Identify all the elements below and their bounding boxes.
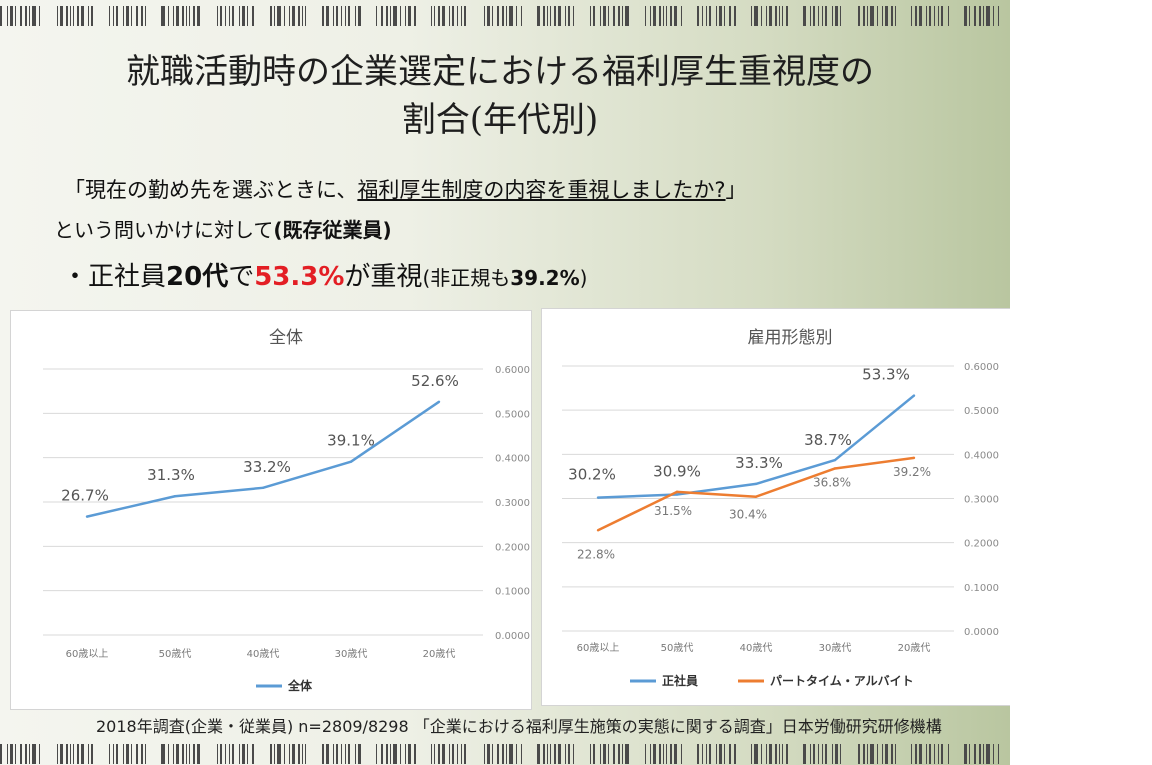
- question-line2-bold: (既存従業員): [273, 218, 392, 242]
- y-tick-label: 0.3000: [495, 498, 530, 509]
- y-tick-label: 0.4000: [495, 454, 530, 465]
- data-label: 33.3%: [735, 454, 783, 472]
- y-tick-label: 0.2000: [964, 539, 999, 550]
- question-line2-text: という問いかけに対して: [54, 218, 274, 242]
- bullet-age: 20代: [166, 262, 229, 292]
- data-label: 39.1%: [327, 432, 375, 450]
- x-category-label: 40歳代: [247, 648, 280, 660]
- legend-label: 正社員: [662, 673, 698, 688]
- data-point: [261, 486, 265, 490]
- y-tick-label: 0.5000: [964, 406, 999, 417]
- x-category-label: 60歳以上: [577, 642, 620, 654]
- title-line-2: 割合(年代別): [401, 100, 599, 140]
- data-point: [173, 495, 177, 498]
- question-close: 」: [725, 178, 747, 202]
- data-point: [675, 493, 679, 496]
- data-label: 31.3%: [147, 466, 195, 484]
- x-category-label: 50歳代: [661, 642, 694, 654]
- data-label: 26.7%: [61, 487, 109, 505]
- x-category-label: 30歳代: [819, 642, 852, 654]
- x-category-label: 20歳代: [423, 648, 456, 660]
- title-line-1: 就職活動時の企業選定における福利厚生重視度の: [126, 52, 874, 92]
- source-note: 2018年調査(企業・従業員) n=2809/8298 「企業における福利厚生施…: [96, 717, 942, 736]
- data-label: 52.6%: [411, 372, 459, 390]
- data-point: [754, 495, 758, 498]
- bullet-note-open: (非正規も: [422, 266, 511, 290]
- bottom-barcode-decoration: [0, 744, 1010, 764]
- data-point: [912, 394, 916, 397]
- chart-panel-employment: 雇用形態別 0.0000 0.1000 0.2000 0.3000 0.4000 0.500…: [541, 308, 1010, 706]
- question-line-2: という問いかけに対して(既存従業員): [54, 214, 392, 243]
- data-label: 22.8%: [577, 547, 615, 561]
- data-label: 36.8%: [813, 475, 851, 489]
- data-point: [675, 490, 679, 494]
- data-point: [349, 460, 353, 463]
- x-category-label: 20歳代: [898, 642, 931, 654]
- chart-employment-svg: 雇用形態別 0.0000 0.1000 0.2000 0.3000 0.4000 0.500…: [562, 328, 999, 688]
- bullet-note-close: ): [579, 266, 588, 290]
- chart-overall-svg: 全体 0.0000 0.1000 0.2000 0.3000 0.4000 0.5000 0.…: [43, 328, 530, 693]
- x-category-label: 30歳代: [335, 648, 368, 660]
- data-label: 30.9%: [653, 463, 701, 481]
- data-label: 33.2%: [243, 458, 291, 476]
- data-label: 38.7%: [804, 431, 852, 449]
- highlight-bullet: ・正社員20代で53.3%が重視(非正規も39.2%): [62, 256, 587, 293]
- data-label: 31.5%: [654, 504, 692, 518]
- slide-background: 就職活動時の企業選定における福利厚生重視度の 割合(年代別) 「現在の勤め先を選…: [0, 0, 1010, 765]
- question-underlined: 福利厚生制度の内容を重視しましたか?: [357, 178, 726, 202]
- y-tick-label: 0.3000: [964, 495, 999, 506]
- legend-label: 全体: [287, 678, 313, 693]
- x-category-label: 60歳以上: [66, 648, 109, 660]
- data-point: [833, 458, 837, 462]
- chart-title: 雇用形態別: [748, 328, 833, 348]
- y-tick-label: 0.0000: [964, 627, 999, 638]
- x-category-label: 50歳代: [159, 648, 192, 660]
- chart-title: 全体: [269, 328, 303, 348]
- bullet-after: が重視: [344, 262, 423, 292]
- y-tick-label: 0.6000: [964, 362, 999, 373]
- y-tick-label: 0.2000: [495, 542, 530, 553]
- x-category-label: 40歳代: [740, 642, 773, 654]
- data-label: 53.3%: [862, 366, 910, 384]
- data-point: [85, 515, 89, 518]
- data-label: 30.2%: [568, 466, 616, 484]
- bullet-mid: で: [228, 262, 255, 292]
- y-tick-label: 0.1000: [495, 587, 530, 598]
- question-open: 「現在の勤め先を選ぶときに、: [64, 178, 358, 202]
- question-line-1: 「現在の勤め先を選ぶときに、福利厚生制度の内容を重視しましたか?」: [64, 174, 747, 204]
- data-point: [596, 529, 600, 532]
- y-tick-label: 0.4000: [964, 450, 999, 461]
- y-tick-label: 0.0000: [495, 631, 530, 642]
- legend-label: パートタイム・アルバイト: [770, 674, 914, 688]
- data-point: [596, 496, 600, 499]
- data-point: [754, 482, 758, 486]
- top-barcode-decoration: [0, 6, 1010, 26]
- bullet-note: (非正規も39.2%): [422, 266, 587, 290]
- data-label: 30.4%: [729, 508, 767, 522]
- data-point: [437, 400, 441, 404]
- bullet-prefix: ・正社員: [62, 262, 167, 292]
- y-tick-label: 0.1000: [964, 583, 999, 594]
- y-tick-label: 0.6000: [495, 365, 530, 376]
- data-point: [912, 456, 916, 460]
- y-tick-label: 0.5000: [495, 409, 530, 420]
- data-label: 39.2%: [893, 465, 931, 479]
- chart-panel-overall: 全体 0.0000 0.1000 0.2000 0.3000 0.4000 0.5000 0.…: [10, 310, 532, 710]
- slide-title: 就職活動時の企業選定における福利厚生重視度の 割合(年代別): [20, 48, 980, 144]
- bullet-highlight-value: 53.3%: [254, 262, 345, 292]
- bullet-note-value: 39.2%: [510, 266, 580, 290]
- series-line-1: [597, 394, 915, 499]
- data-point: [833, 467, 837, 470]
